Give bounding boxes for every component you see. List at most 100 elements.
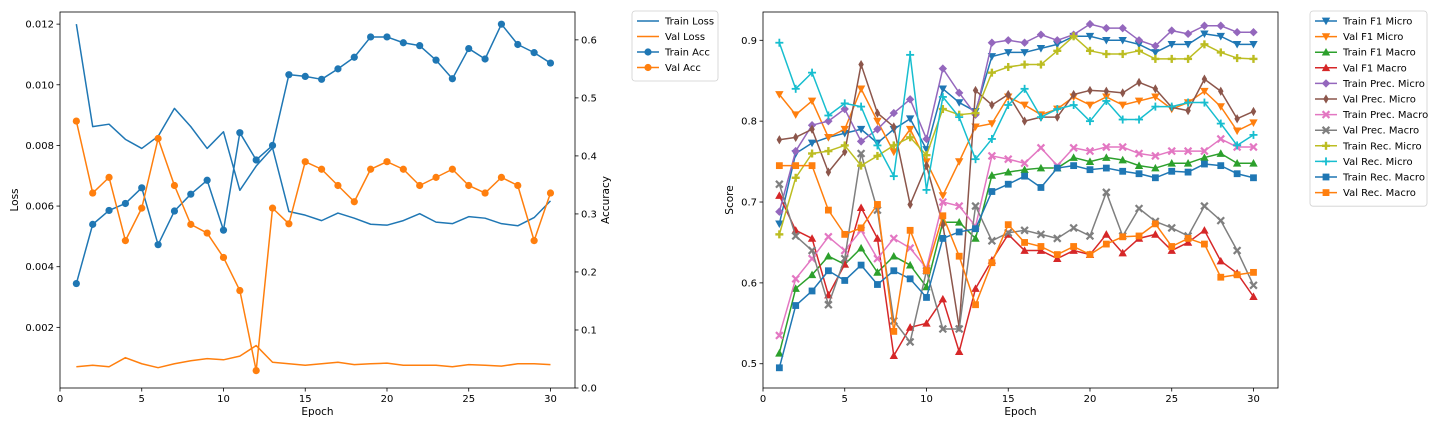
data-point (954, 88, 964, 98)
data-point (1232, 159, 1242, 167)
data-point (1102, 240, 1110, 248)
data-point (1249, 28, 1258, 37)
data-point (775, 331, 784, 340)
data-point (840, 254, 849, 263)
marker-stroke (955, 324, 964, 334)
data-point (890, 327, 898, 335)
data-point (154, 134, 162, 143)
marker-stroke (938, 324, 948, 334)
data-point (1118, 23, 1127, 33)
legend-marker (1322, 173, 1330, 181)
y-tick-label: 0.012 (25, 20, 54, 31)
data-point (399, 39, 407, 47)
series-val-rec-micro (775, 38, 1258, 194)
marker-stroke (1167, 146, 1176, 156)
data-point (955, 252, 963, 260)
data-point (1151, 174, 1159, 182)
data-point (907, 199, 913, 210)
data-point (481, 55, 489, 63)
data-point (1004, 36, 1013, 45)
data-point (1151, 163, 1160, 172)
data-point (987, 236, 997, 246)
score-chart: 0 5 10 15 20 25 30 0.5 0.6 0.7 0.8 0.9 Epoch Score Tra… (724, 10, 1428, 418)
data-point (367, 33, 375, 41)
data-point (972, 301, 979, 309)
data-point (1020, 165, 1029, 174)
series-line (779, 63, 1254, 329)
data-point (268, 141, 277, 150)
data-point (72, 117, 80, 125)
data-point (905, 337, 915, 347)
data-point (1234, 114, 1240, 124)
data-point (792, 162, 800, 170)
marker-stroke (987, 151, 997, 161)
legend-marker (1321, 17, 1331, 26)
data-point (1232, 246, 1242, 255)
data-point (841, 277, 849, 284)
data-point (1053, 46, 1062, 55)
series-line (779, 164, 1254, 333)
marker-stroke (1004, 228, 1013, 237)
y-tick-label: 0.6 (741, 278, 757, 289)
data-point (1020, 84, 1029, 93)
data-point (1183, 146, 1193, 156)
data-point (1053, 254, 1062, 262)
data-point (1249, 54, 1258, 63)
data-point (791, 173, 800, 182)
data-point (808, 162, 816, 170)
plot-frame (762, 11, 1279, 389)
data-point (1233, 141, 1242, 150)
legend-item-val-loss: Val Loss (637, 32, 705, 43)
x-axis-label: Epoch (1004, 406, 1036, 418)
data-point (938, 324, 948, 334)
data-point (791, 274, 800, 284)
data-point (1085, 101, 1095, 110)
data-point (791, 84, 800, 93)
data-point (1184, 98, 1193, 107)
data-point (1036, 230, 1046, 239)
data-point (906, 50, 915, 59)
data-point (1004, 154, 1013, 164)
marker-stroke (807, 246, 817, 255)
data-point (873, 268, 882, 276)
x-tick-label: 20 (381, 394, 394, 405)
data-point (1151, 102, 1160, 111)
data-point (1216, 103, 1225, 111)
series-line (778, 163, 1254, 368)
data-point (1053, 36, 1062, 45)
data-point (987, 68, 996, 77)
data-point (285, 220, 293, 228)
data-point (988, 259, 996, 267)
data-point (252, 366, 260, 375)
data-point (1249, 292, 1258, 300)
data-point (775, 91, 784, 99)
data-point (1217, 162, 1225, 170)
y-tick-label: 0.004 (25, 262, 54, 273)
data-point (1020, 38, 1029, 47)
legend: Train Loss Val Loss Train Acc Val Acc (631, 10, 719, 82)
data-point (906, 275, 914, 283)
data-point (1086, 251, 1094, 258)
data-point (775, 207, 784, 216)
data-point (121, 237, 129, 245)
data-point (285, 71, 293, 79)
y-tick-label: 0.7 (741, 198, 757, 209)
data-point (1233, 54, 1242, 63)
data-point (856, 137, 866, 146)
data-point (905, 125, 915, 134)
data-point (1037, 184, 1045, 191)
data-point (874, 108, 881, 118)
data-point (1167, 40, 1176, 49)
marker-stroke (1036, 143, 1046, 153)
data-point (971, 234, 980, 242)
data-point (416, 42, 424, 50)
data-point (1249, 119, 1258, 127)
data-point (1118, 101, 1127, 110)
y-right-tick-label: 0.5 (581, 93, 597, 104)
marker-stroke (1321, 110, 1331, 119)
data-point (1151, 93, 1160, 102)
data-point (1168, 167, 1176, 175)
data-point (1070, 162, 1078, 170)
x-tick-label: 30 (544, 394, 557, 405)
